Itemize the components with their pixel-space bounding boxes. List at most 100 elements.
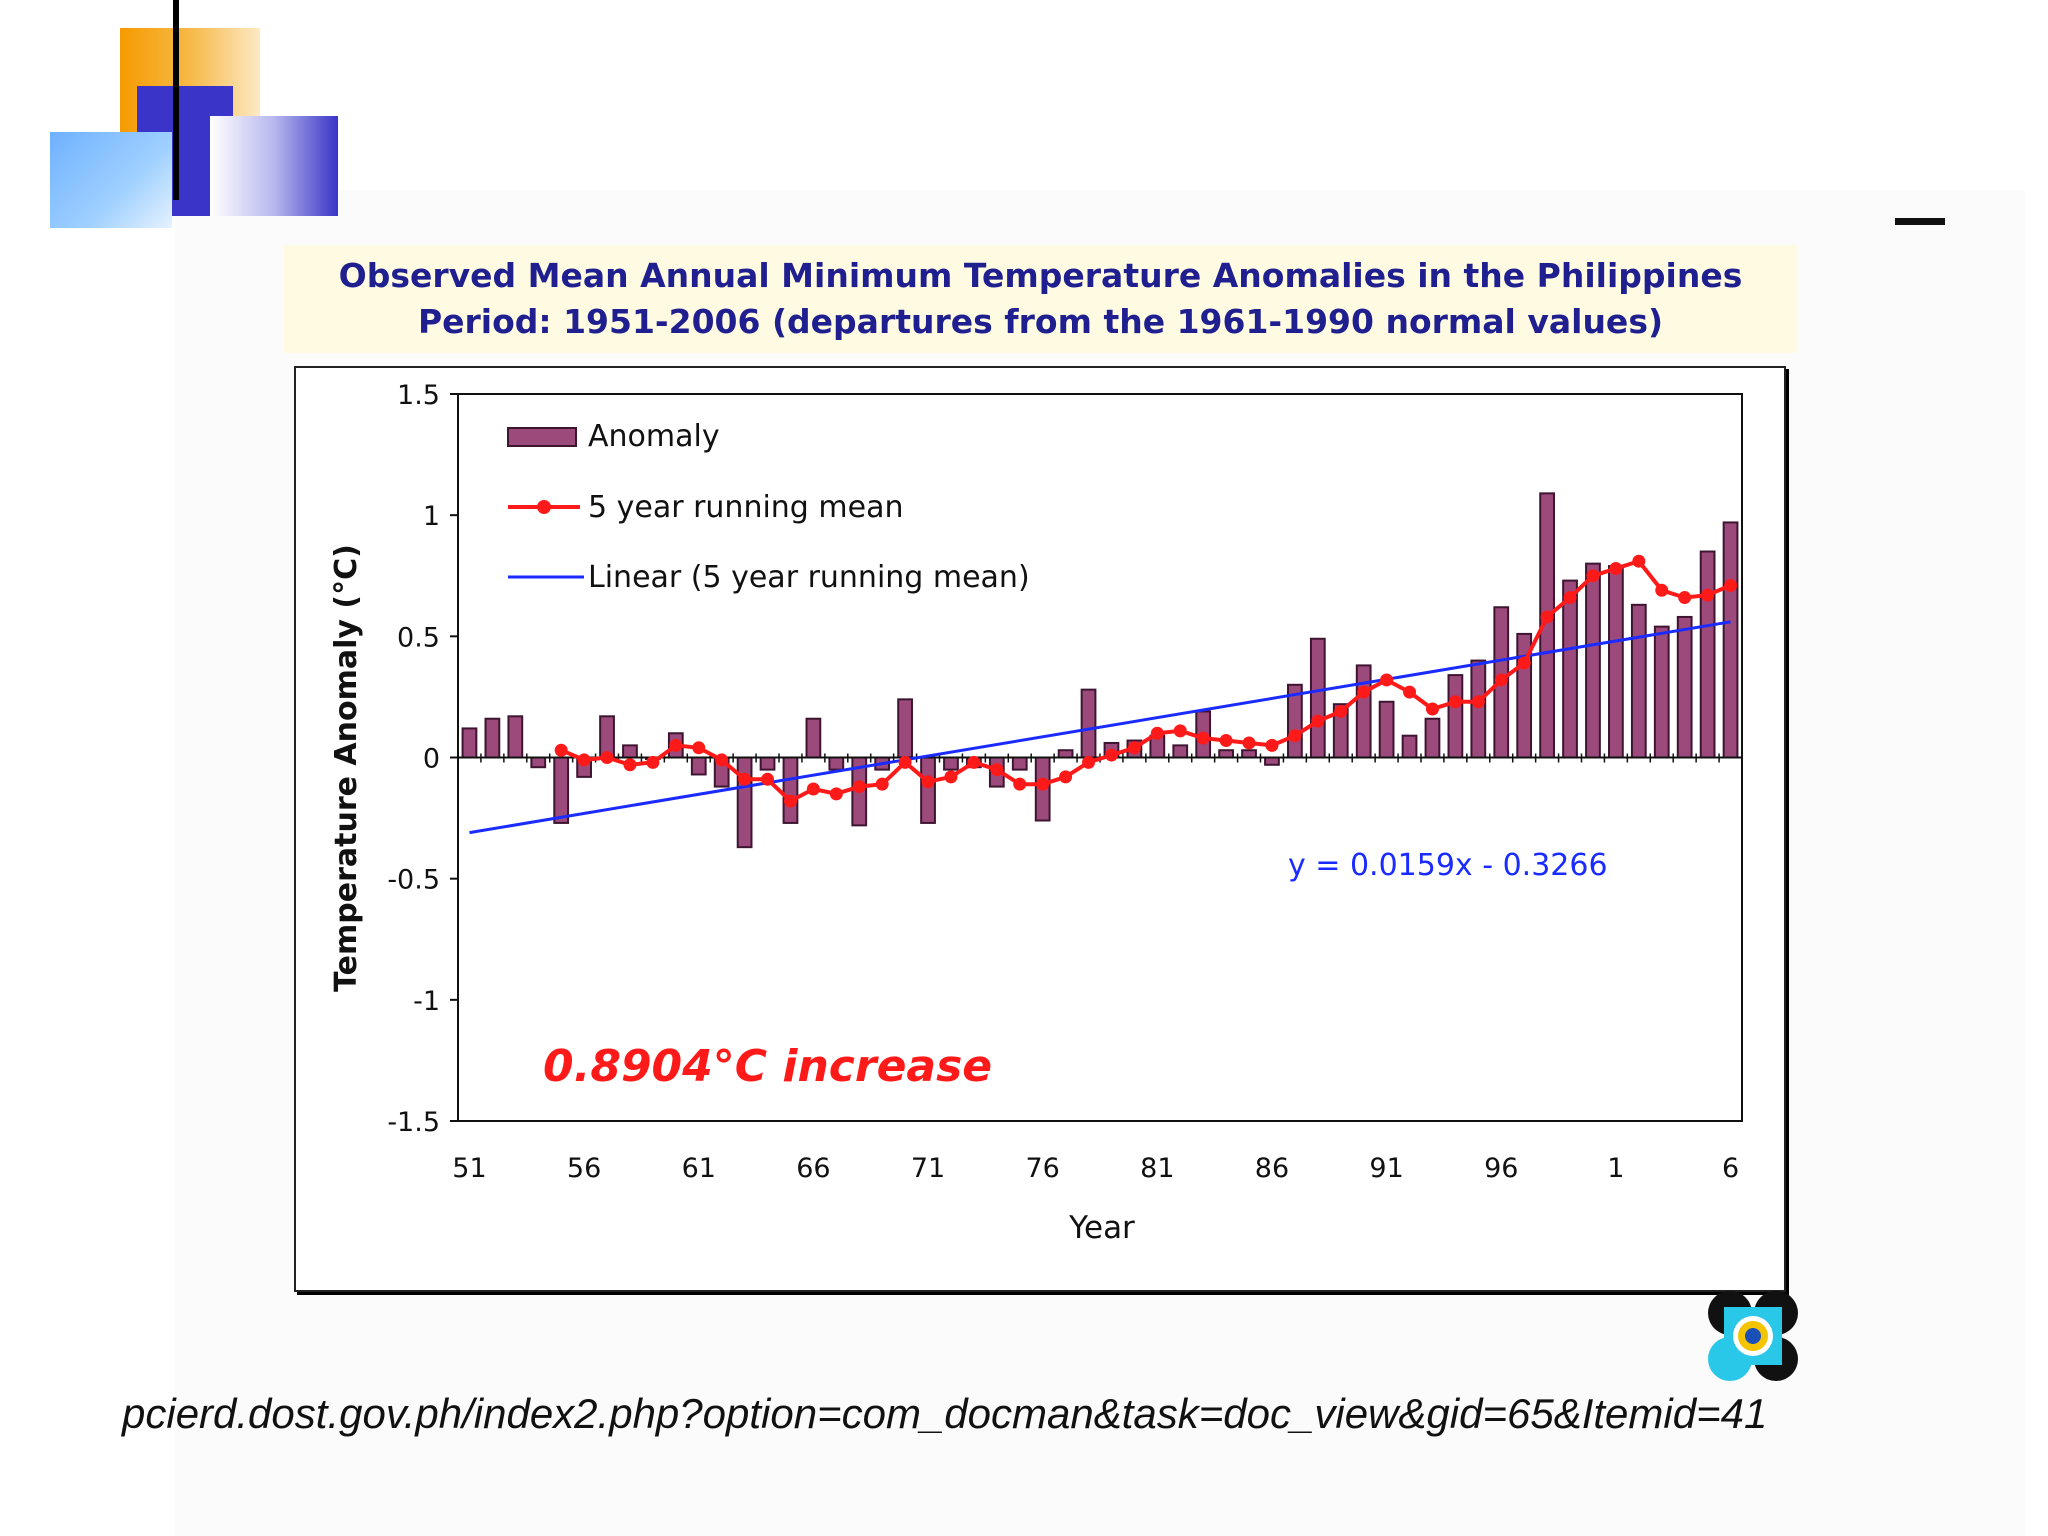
anomaly-bar — [897, 698, 913, 759]
y-tick-label: 1.5 — [397, 380, 440, 411]
running-mean-point — [646, 755, 660, 769]
running-mean-point — [1471, 695, 1485, 709]
running-mean-point — [829, 787, 843, 801]
running-mean-point — [1494, 673, 1508, 687]
running-mean-point — [1059, 770, 1073, 784]
gradient-square-right — [210, 116, 338, 216]
anomaly-bar — [1080, 688, 1097, 759]
anomaly-bar — [1011, 756, 1028, 771]
anomaly-bar — [1309, 637, 1326, 759]
anomaly-bar — [1378, 700, 1395, 759]
running-mean-point — [1196, 731, 1210, 745]
running-mean-point — [554, 743, 568, 757]
anomaly-bar — [805, 717, 822, 759]
x-axis-label: Year — [1068, 1210, 1135, 1246]
trend-equation: y = 0.0159x - 0.3266 — [1288, 848, 1608, 883]
anomaly-bar — [1264, 756, 1280, 766]
anomaly-bar — [1722, 521, 1739, 759]
running-mean-point — [1563, 591, 1577, 605]
anomaly-bar — [1562, 579, 1578, 759]
running-mean-point — [1242, 736, 1256, 750]
legend-linear-label: Linear (5 year running mean) — [588, 560, 1030, 595]
source-url: pcierd.dost.gov.ph/index2.php?option=com… — [122, 1390, 1768, 1437]
running-mean-point — [967, 755, 981, 769]
running-mean-point — [1448, 695, 1462, 709]
running-mean-point — [692, 741, 706, 755]
anomaly-bar — [1241, 749, 1257, 759]
running-mean-point — [738, 772, 752, 786]
running-mean-point — [1082, 755, 1096, 769]
legend-running-mean-label: 5 year running mean — [588, 490, 903, 525]
anomaly-bar — [943, 756, 959, 771]
x-tick-label: 81 — [1140, 1153, 1174, 1184]
y-tick-label: 1 — [423, 501, 440, 532]
running-mean-point — [1403, 685, 1417, 699]
running-mean-point — [1517, 656, 1531, 670]
legend: Anomaly 5 year running mean Linear (5 ye… — [507, 419, 1030, 595]
legend-anomaly-swatch — [507, 427, 577, 447]
anomaly-bar — [690, 756, 707, 776]
x-tick-label: 76 — [1025, 1153, 1059, 1184]
anomaly-bar — [1470, 659, 1487, 759]
running-mean-point — [1724, 578, 1738, 592]
x-tick-label: 6 — [1722, 1153, 1739, 1184]
running-mean-point — [623, 758, 637, 772]
running-mean-point — [1678, 591, 1692, 605]
y-tick-label: -0.5 — [387, 865, 440, 896]
anomaly-bar — [1608, 565, 1624, 759]
x-tick-label: 51 — [452, 1153, 486, 1184]
anomaly-bar — [1218, 749, 1234, 759]
running-mean-point — [1013, 777, 1027, 791]
running-mean-point — [852, 780, 866, 794]
anomaly-bar — [1653, 625, 1670, 759]
anomaly-bar — [484, 717, 501, 759]
anomaly-bar — [782, 756, 799, 824]
running-mean-point — [600, 751, 614, 764]
corner-decoration — [50, 0, 338, 228]
gradient-square-left — [50, 132, 172, 228]
running-mean-point — [1609, 561, 1623, 575]
y-tick-label: -1.5 — [387, 1107, 440, 1138]
y-tick-label: 0 — [423, 744, 440, 775]
anomaly-bar — [1447, 674, 1464, 759]
running-mean-point — [1173, 724, 1187, 738]
running-mean-line — [560, 558, 1732, 804]
x-tick-label: 96 — [1484, 1153, 1518, 1184]
running-mean-point — [1357, 685, 1371, 699]
y-axis-label: Temperature Anomaly (°C) — [329, 544, 364, 992]
running-mean-point — [1380, 673, 1394, 687]
running-mean-point — [806, 782, 820, 796]
running-mean-point — [1265, 738, 1279, 752]
running-mean-point — [1632, 554, 1646, 568]
y-tick-label: -1 — [413, 986, 440, 1017]
running-mean-point — [1425, 702, 1439, 716]
running-mean-point — [761, 772, 775, 786]
anomaly-bar — [736, 756, 753, 849]
anomaly-bar — [530, 756, 547, 769]
anomaly-bar — [553, 756, 570, 824]
running-mean-point — [875, 777, 889, 791]
running-mean-point — [921, 775, 935, 789]
x-tick-label: 56 — [567, 1153, 601, 1184]
running-mean-point — [1036, 777, 1050, 791]
running-mean-point — [1311, 714, 1325, 728]
running-mean-point — [1150, 726, 1164, 740]
anomaly-bar — [828, 756, 845, 771]
anomaly-bar — [1424, 717, 1441, 759]
x-tick-label: 71 — [911, 1153, 945, 1184]
chart-subtitle: Period: 1951-2006 (departures from the 1… — [417, 302, 1664, 341]
vertical-rule — [173, 0, 179, 200]
horizontal-dash — [1895, 218, 1945, 225]
anomaly-bar — [507, 715, 524, 759]
running-mean-point — [990, 763, 1004, 777]
chart-title: Observed Mean Annual Minimum Temperature… — [338, 256, 1743, 295]
running-mean-point — [1540, 610, 1554, 624]
legend-running-mean-marker — [537, 500, 551, 514]
anomaly-bar — [1401, 734, 1418, 759]
running-mean-point — [1701, 588, 1715, 602]
temperature-anomaly-chart: 1.5 1 0.5 0 -0.5 -1 -1.5 51 56 61 66 71 76 81 86 91 96 1 6… — [329, 380, 1743, 1246]
x-tick-label: 86 — [1255, 1153, 1289, 1184]
running-mean-point — [1104, 748, 1118, 762]
y-tick-label: 0.5 — [397, 622, 440, 653]
anomaly-bar — [759, 756, 776, 771]
